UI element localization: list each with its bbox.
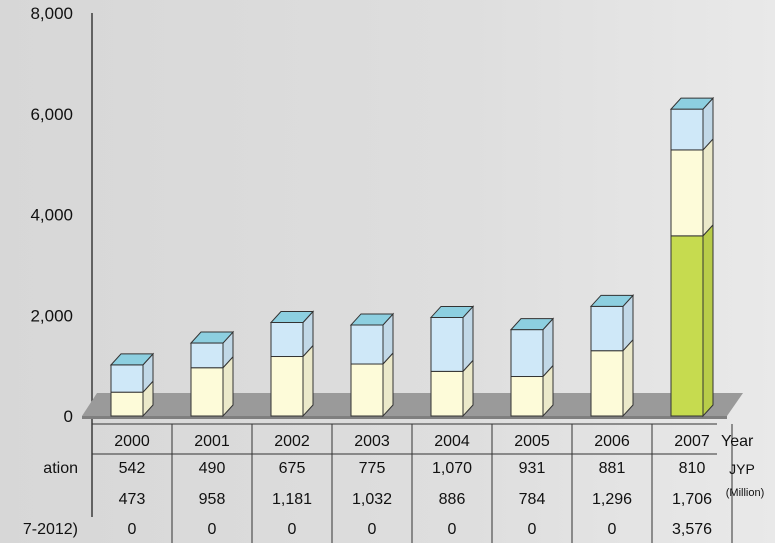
bar-2005-series-0 <box>510 329 544 378</box>
y-tick-label: 4,000 <box>30 206 73 225</box>
data-table: 2000 2001 2002 2003 2004 2005 2006 2007 Year 542 4… <box>23 423 765 543</box>
x-axis-label: Year <box>721 433 754 450</box>
chart-floor <box>82 393 743 419</box>
data-label-2005: 931 <box>519 460 546 477</box>
data-label-2000: 473 <box>119 491 146 508</box>
data-label-2006: 1,296 <box>592 491 632 508</box>
bar-2004-series-0 <box>430 316 464 372</box>
bar-top-2005 <box>509 318 555 331</box>
bar-top-2003 <box>349 313 395 326</box>
bar-2000-series-0 <box>110 364 144 393</box>
data-label-2003: 775 <box>359 460 386 477</box>
bar-2006-series-0 <box>590 305 624 352</box>
data-label-2006: 881 <box>599 460 626 477</box>
data-label-2004: 886 <box>439 491 466 508</box>
data-label-2007: 3,576 <box>672 521 712 538</box>
bar-top-2007 <box>669 97 715 110</box>
bar-2002-series-1 <box>270 356 304 417</box>
y-axis: 0 2,000 4,000 6,000 8,000 <box>30 4 93 517</box>
bar-2007-series-1 <box>670 149 704 237</box>
bar-2007-series-2-side <box>702 223 714 418</box>
unit-sub-label: (Million) <box>726 487 765 499</box>
data-label-2002: 1,181 <box>272 491 312 508</box>
data-label-2004: 0 <box>448 521 457 538</box>
series-label: 7-2012) <box>23 521 78 538</box>
data-label-2006: 0 <box>608 521 617 538</box>
x-tick-label: 2000 <box>114 433 150 450</box>
unit-label: JYP <box>729 461 755 477</box>
data-label-2005: 784 <box>519 491 546 508</box>
y-tick-label: 6,000 <box>30 105 73 124</box>
bar-stack-2005 <box>509 317 555 418</box>
x-tick-label: 2002 <box>274 433 310 450</box>
x-tick-label: 2007 <box>674 433 710 450</box>
data-label-2002: 675 <box>279 460 306 477</box>
x-tick-label: 2006 <box>594 433 630 450</box>
bar-2007-series-2 <box>670 235 704 417</box>
y-tick-label: 8,000 <box>30 4 73 23</box>
bar-stack-2000 <box>109 352 155 418</box>
bar-2007-series-1-side <box>702 137 714 238</box>
bar-top-2002 <box>269 311 315 324</box>
bars <box>109 96 715 418</box>
y-tick-label: 0 <box>64 407 73 426</box>
bar-top-2004 <box>429 305 475 318</box>
data-label-2003: 1,032 <box>352 491 392 508</box>
bar-stack-2001 <box>189 330 235 418</box>
data-label-2007: 1,706 <box>672 491 712 508</box>
bar-2002-series-0 <box>270 322 304 358</box>
data-label-2002: 0 <box>288 521 297 538</box>
bar-2002-series-1-side <box>302 344 314 418</box>
data-label-2001: 0 <box>208 521 217 538</box>
data-label-2000: 542 <box>119 460 146 477</box>
bar-2003-series-1 <box>350 363 384 417</box>
bar-stack-2004 <box>429 305 475 418</box>
x-tick-label: 2004 <box>434 433 470 450</box>
data-label-2003: 0 <box>368 521 377 538</box>
series-label: ation <box>43 460 78 477</box>
x-tick-label: 2003 <box>354 433 390 450</box>
bar-top-2000 <box>109 353 155 366</box>
floor-platform <box>82 393 743 416</box>
data-label-2001: 958 <box>199 491 226 508</box>
data-label-2001: 490 <box>199 460 226 477</box>
data-label-2000: 0 <box>128 521 137 538</box>
data-label-2007: 810 <box>679 460 706 477</box>
y-tick-label: 2,000 <box>30 306 73 325</box>
data-label-2004: 1,070 <box>432 460 472 477</box>
x-tick-label: 2001 <box>194 433 230 450</box>
bar-top-2006 <box>589 294 635 307</box>
bar-2001-series-1 <box>190 367 224 417</box>
bar-stack-2002 <box>269 310 315 418</box>
bar-stack-2003 <box>349 312 395 418</box>
bar-2005-series-1 <box>510 376 544 417</box>
bar-2006-series-1 <box>590 350 624 417</box>
bar-2004-series-1 <box>430 370 464 417</box>
data-label-2005: 0 <box>528 521 537 538</box>
bar-stack-2006 <box>589 294 635 418</box>
floor-edge <box>82 416 727 419</box>
bar-top-2001 <box>189 331 235 344</box>
bar-2007-series-0 <box>670 108 704 151</box>
bar-2000-series-1 <box>110 391 144 417</box>
bar-stack-2007 <box>669 96 715 418</box>
bar-2003-series-0 <box>350 324 384 365</box>
bar-2001-series-0 <box>190 342 224 369</box>
x-tick-label: 2005 <box>514 433 550 450</box>
bar-2006-series-1-side <box>622 338 634 418</box>
